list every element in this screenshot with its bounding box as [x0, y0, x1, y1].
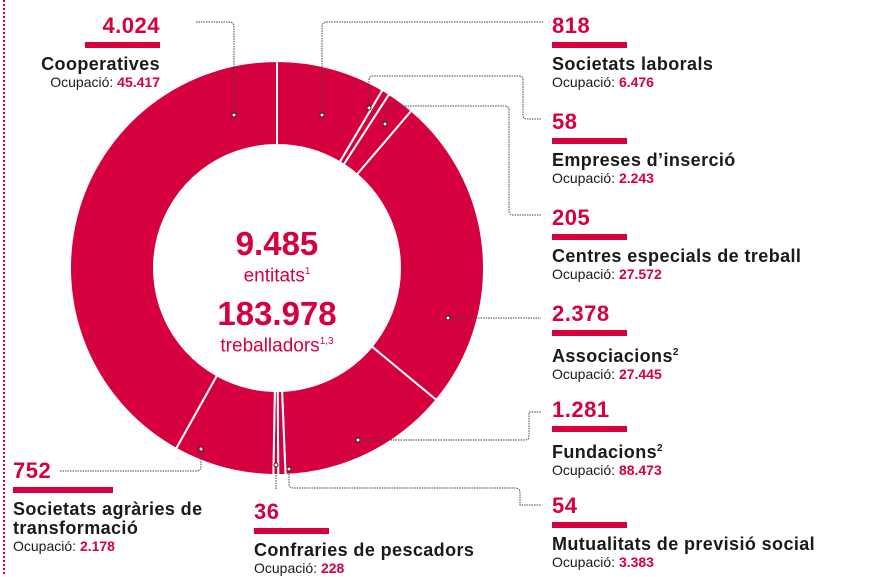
dotted-margin-line: [3, 0, 5, 574]
occupation-value: 2.178: [79, 538, 115, 554]
entities-total: 9.485: [235, 225, 319, 262]
accent-bar: [552, 330, 627, 336]
label-cooperatives: 4.024 Cooperatives Ocupació: 45.417: [20, 14, 160, 91]
leader-societats-laborals: [321, 21, 543, 115]
slice-name: Societats laborals: [552, 54, 714, 74]
occupation-value: 2.243: [618, 170, 654, 186]
label-confraries: 36 Confraries de pescadors Ocupació: 228: [254, 500, 474, 577]
leader-empreses-insercio: [368, 75, 541, 120]
slice-count: 1.281: [552, 397, 610, 422]
accent-bar: [552, 42, 627, 48]
accent-bar: [552, 138, 627, 144]
occupation-value: 88.473: [618, 462, 662, 478]
occupation-value: 6.476: [618, 74, 654, 90]
slice-name: Mutualitats de previsió social: [552, 534, 816, 554]
leader-centres-especials: [384, 105, 541, 216]
slice-name: Associacions: [552, 346, 673, 366]
occupation-label: Ocupació:: [552, 366, 616, 382]
occupation-value: 27.445: [618, 366, 662, 382]
accent-bar: [85, 42, 160, 48]
occupation-value: 228: [320, 560, 345, 576]
slice-count: 36: [254, 499, 280, 524]
accent-bar: [254, 528, 329, 534]
slice-name: Cooperatives: [41, 54, 160, 74]
label-societats-laborals: 818 Societats laborals Ocupació: 6.476: [552, 14, 713, 91]
footnote: 2: [672, 347, 679, 358]
slice-name: Societats agràries de transformació: [13, 499, 203, 538]
occupation-label: Ocupació:: [552, 462, 616, 478]
occupation-label: Ocupació:: [552, 74, 616, 90]
entities-label: entitats: [243, 265, 305, 287]
slice-count: 205: [552, 205, 591, 230]
occupation-label: Ocupació:: [552, 266, 616, 282]
slice-count: 2.378: [552, 301, 610, 326]
accent-bar: [552, 522, 627, 528]
label-fundacions: 1.281 Fundacions2 Ocupació: 88.473: [552, 398, 663, 479]
slice-name: Empreses d’inserció: [552, 150, 736, 170]
slice-name: Centres especials de treball: [552, 246, 802, 266]
occupation-value: 27.572: [618, 266, 662, 282]
label-empreses-insercio: 58 Empreses d’inserció Ocupació: 2.243: [552, 110, 736, 187]
slice-cooperatives: [69, 59, 278, 451]
slice-name: Fundacions: [552, 442, 658, 462]
slice-count: 4.024: [102, 13, 160, 38]
accent-bar: [552, 426, 627, 432]
entities-note: 1: [304, 266, 311, 277]
occupation-label: Ocupació:: [552, 554, 616, 570]
slice-associacions: [355, 109, 485, 402]
label-societats-agraries: 752 Societats agràries de transformació Oc…: [13, 459, 228, 555]
workers-total: 183.978: [217, 295, 337, 333]
slice-count: 818: [552, 13, 591, 38]
label-centres-especials: 205 Centres especials de treball Ocupació:…: [552, 206, 801, 283]
label-associacions: 2.378 Associacions2 Ocupació: 27.445: [552, 302, 679, 383]
slice-name: Confraries de pescadors: [254, 540, 475, 560]
footnote: 2: [657, 443, 663, 454]
slice-count: 752: [13, 458, 52, 483]
occupation-label: Ocupació:: [13, 538, 77, 554]
workers-note: 1,3: [319, 336, 334, 348]
accent-bar: [13, 487, 113, 493]
occupation-label: Ocupació:: [254, 560, 318, 576]
leader-societats-agraries: [60, 449, 202, 472]
slice-count: 58: [552, 109, 578, 134]
leader-cooperatives: [196, 21, 235, 115]
occupation-label: Ocupació:: [552, 170, 616, 186]
occupation-label: Ocupació:: [50, 74, 114, 90]
leader-mutualitats: [288, 469, 541, 506]
workers-label: treballadors: [220, 335, 320, 357]
label-mutualitats: 54 Mutualitats de previsió social Ocupació…: [552, 494, 815, 571]
occupation-value: 3.383: [618, 554, 654, 570]
slice-count: 54: [552, 493, 578, 518]
accent-bar: [552, 234, 627, 240]
leader-fundacions: [358, 411, 541, 441]
occupation-value: 45.417: [117, 74, 160, 90]
center-summary: 9.485 entitats1 183.978 treballadors1,3: [177, 227, 377, 358]
